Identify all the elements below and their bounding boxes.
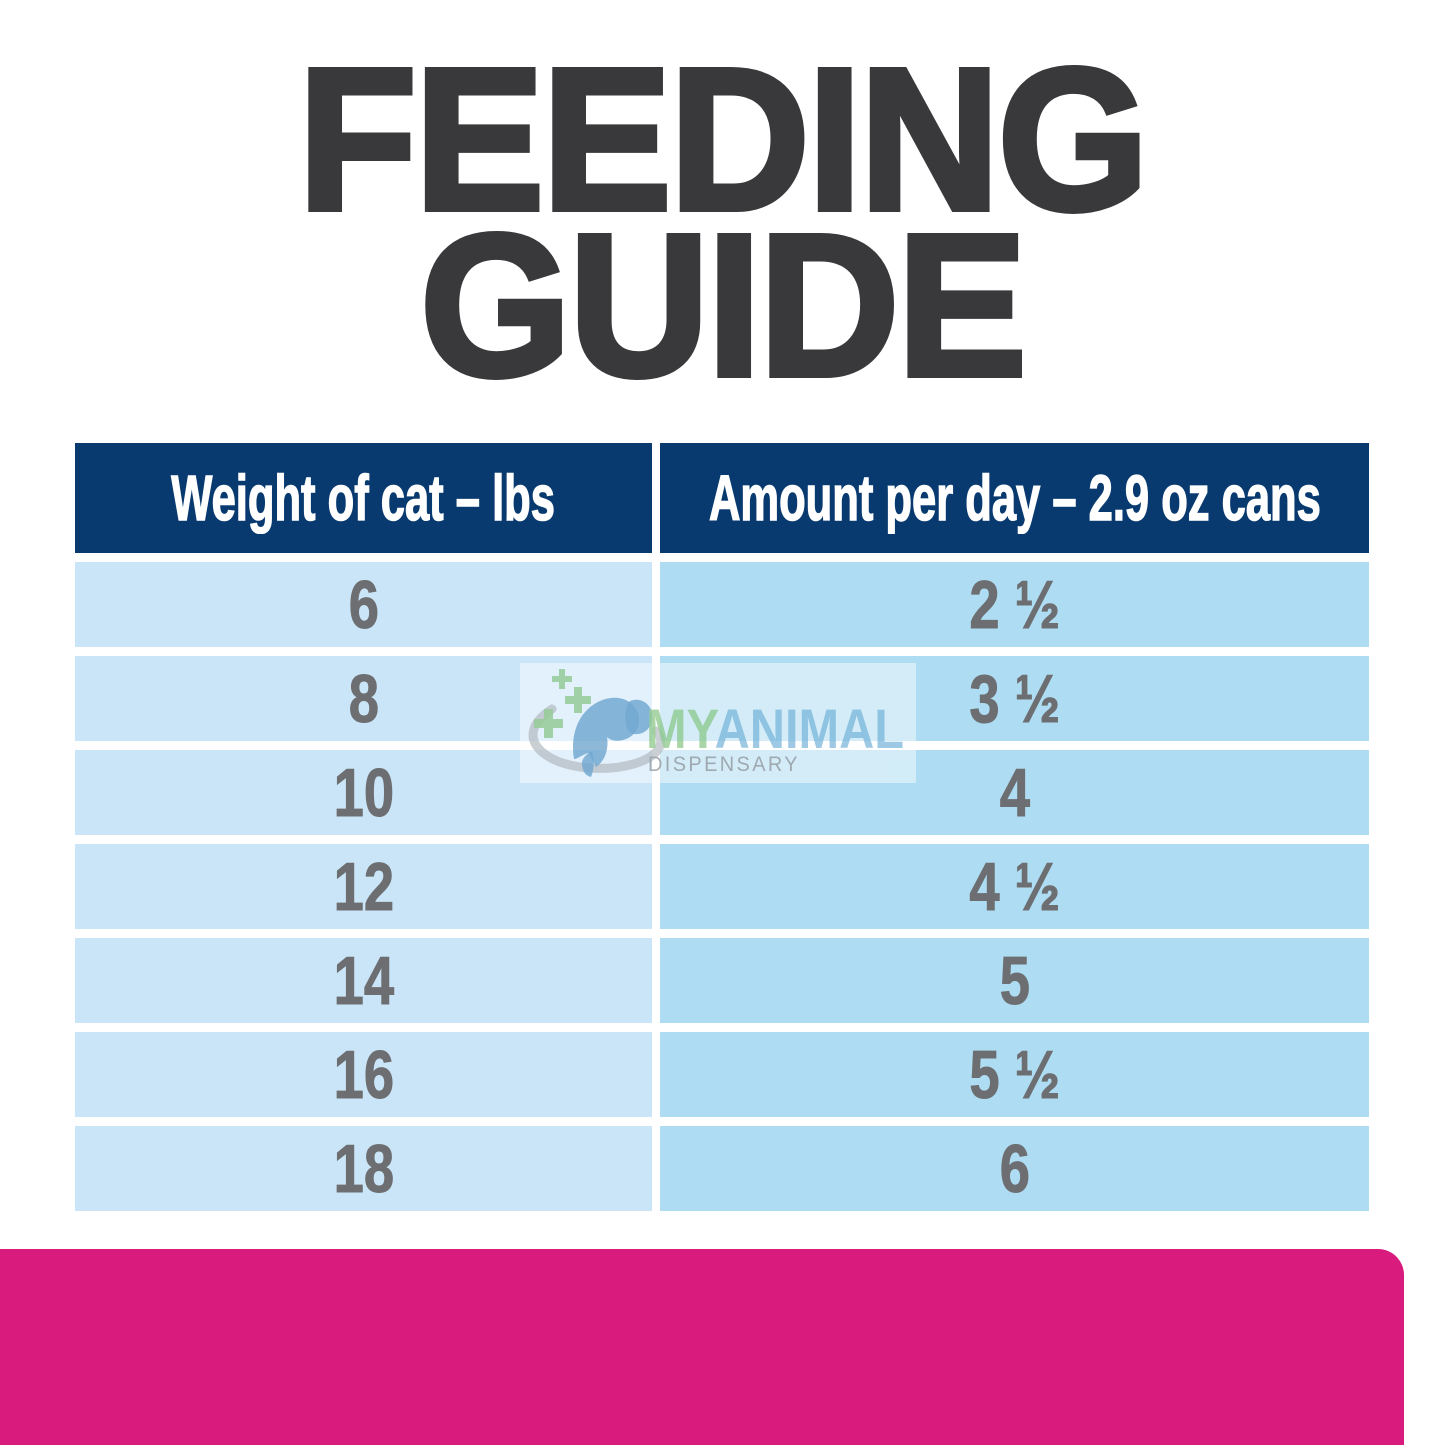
watermark-brand: MYANIMAL bbox=[646, 701, 904, 757]
myanimal-logo-icon bbox=[528, 669, 666, 777]
table-row-2-weight: 10 bbox=[75, 750, 652, 835]
weight-value: 14 bbox=[333, 942, 394, 1019]
dog-head-icon bbox=[573, 697, 653, 777]
table-row-0-weight: 6 bbox=[75, 562, 652, 647]
weight-value: 16 bbox=[333, 1036, 394, 1113]
watermark-subtitle: DISPENSARY bbox=[648, 753, 800, 776]
weight-value: 10 bbox=[333, 754, 394, 831]
column-header-amount: Amount per day – 2.9 oz cans bbox=[660, 443, 1369, 553]
weight-value: 8 bbox=[348, 660, 379, 737]
table-row-6-weight: 18 bbox=[75, 1126, 652, 1211]
column-header-amount-label: Amount per day – 2.9 oz cans bbox=[708, 461, 1321, 535]
feeding-table: Weight of cat – lbs Amount per day – 2.9… bbox=[75, 443, 1369, 1211]
table-row-4-amount: 5 bbox=[660, 938, 1369, 1023]
weight-value: 18 bbox=[333, 1130, 394, 1207]
amount-value: 6 bbox=[999, 1130, 1030, 1207]
amount-value: 4 ½ bbox=[969, 848, 1061, 925]
table-row-6-amount: 6 bbox=[660, 1126, 1369, 1211]
amount-value: 5 bbox=[999, 942, 1030, 1019]
watermark: MYANIMAL DISPENSARY bbox=[520, 663, 916, 783]
weight-value: 12 bbox=[333, 848, 394, 925]
column-header-weight: Weight of cat – lbs bbox=[75, 443, 652, 553]
table-row-3-weight: 12 bbox=[75, 844, 652, 929]
amount-value: 2 ½ bbox=[969, 566, 1061, 643]
cross-icon bbox=[534, 669, 591, 738]
page-title-line2: GUIDE bbox=[417, 192, 1029, 418]
table-row-0-amount: 2 ½ bbox=[660, 562, 1369, 647]
watermark-brand-my: MY bbox=[646, 697, 715, 760]
page-title-line1: FEEDING bbox=[295, 26, 1151, 252]
page-title: FEEDING GUIDE bbox=[0, 26, 1445, 418]
table-row-5-weight: 16 bbox=[75, 1032, 652, 1117]
column-header-weight-label: Weight of cat – lbs bbox=[171, 461, 556, 535]
table-row-4-weight: 14 bbox=[75, 938, 652, 1023]
amount-value: 3 ½ bbox=[969, 660, 1061, 737]
amount-value: 4 bbox=[999, 754, 1030, 831]
table-row-2-amount: 4 bbox=[660, 750, 1369, 835]
bottom-accent-bar bbox=[0, 1249, 1404, 1445]
table-row-5-amount: 5 ½ bbox=[660, 1032, 1369, 1117]
watermark-brand-animal: ANIMAL bbox=[714, 697, 905, 760]
amount-value: 5 ½ bbox=[969, 1036, 1061, 1113]
weight-value: 6 bbox=[348, 566, 379, 643]
table-row-1-amount: 3 ½ bbox=[660, 656, 1369, 741]
table-row-3-amount: 4 ½ bbox=[660, 844, 1369, 929]
